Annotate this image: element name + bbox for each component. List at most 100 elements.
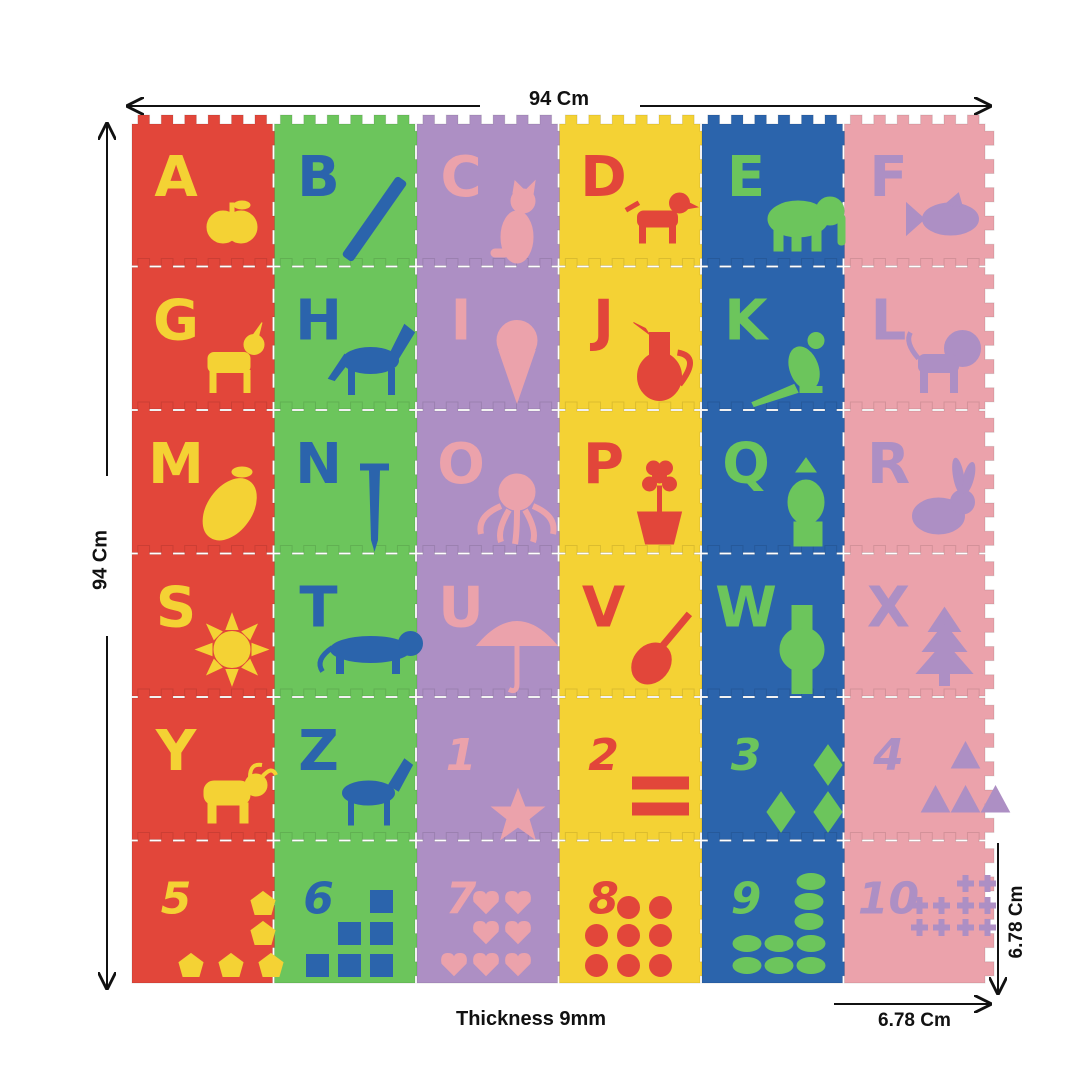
oval-icon — [794, 913, 824, 930]
elephant-icon — [767, 196, 846, 252]
tile-glyph: 7 — [446, 874, 477, 925]
horse-icon — [327, 323, 416, 395]
tile-W: W — [715, 576, 825, 694]
tile-B: B — [297, 145, 407, 262]
tile-width-label: 6.78 Cm — [878, 1010, 951, 1031]
tile-S: S — [156, 576, 270, 687]
oval-icon — [794, 893, 824, 910]
tile-L: L — [871, 289, 981, 393]
circle-icon — [649, 954, 672, 977]
triangle-icon — [920, 784, 951, 813]
mat-tile — [844, 114, 995, 266]
tile-glyph: R — [867, 432, 910, 497]
mat-tile — [559, 688, 710, 840]
tile-glyph: X — [867, 576, 910, 641]
pentagon-icon — [250, 890, 276, 915]
tile-glyph: 1 — [446, 730, 477, 781]
tile-glyph: F — [869, 145, 907, 210]
heart-icon — [473, 920, 499, 945]
tile-glyph: T — [299, 576, 337, 641]
nail-icon — [360, 463, 389, 552]
triangle-icon — [950, 740, 981, 769]
tile-glyph: 9 — [731, 874, 762, 925]
tile-O: O — [437, 432, 557, 545]
flower-pot-icon — [636, 460, 683, 545]
tile-glyph: S — [156, 576, 196, 641]
tile-G: G — [153, 289, 265, 393]
circle-icon — [617, 954, 640, 977]
heart-icon — [505, 890, 531, 915]
lion-icon — [906, 330, 981, 393]
tile-glyph: P — [583, 432, 624, 497]
tile-R: R — [867, 432, 976, 535]
tiles-layer: A B C D E F G H I J K L M N O P Q R S T U V W X Y Z 1 2 3 4 5 6 7 8 9 10 — [131, 114, 1011, 984]
tile-glyph: I — [451, 289, 472, 354]
oval-icon — [796, 873, 826, 890]
tile-J: J — [589, 289, 693, 401]
tile-glyph: J — [589, 289, 614, 354]
tile-glyph: 8 — [588, 874, 619, 925]
tile-U: U — [438, 576, 559, 694]
heart-icon — [473, 890, 499, 915]
column-purple — [416, 114, 567, 984]
tile-glyph: 6 — [303, 874, 334, 925]
dimension-arrows — [107, 106, 998, 1004]
tile-glyph: N — [295, 432, 342, 497]
plus-icon — [933, 919, 950, 936]
tile-glyph: A — [154, 145, 198, 210]
sun-icon — [194, 612, 270, 687]
cat-icon — [490, 179, 536, 264]
plus-icon — [979, 875, 996, 892]
tile-V: V — [582, 576, 693, 685]
mat-tile — [274, 545, 425, 697]
plus-icon — [933, 897, 950, 914]
octopus-icon — [477, 473, 557, 545]
plus-icon — [957, 897, 974, 914]
mat-tile — [416, 688, 567, 840]
tile-glyph: 5 — [161, 874, 192, 925]
square-icon — [338, 954, 361, 977]
umbrella-icon — [475, 621, 559, 694]
circle-icon — [649, 896, 672, 919]
heart-icon — [505, 920, 531, 945]
plus-icon — [911, 897, 928, 914]
oval-icon — [764, 935, 794, 952]
tile-A: A — [154, 145, 258, 244]
column-red — [131, 114, 282, 984]
mat-tile — [416, 258, 567, 410]
queen-icon — [787, 457, 825, 547]
goat-icon — [207, 322, 265, 393]
tile-Y: Y — [155, 719, 278, 824]
oval-icon — [796, 935, 826, 952]
tile-1: 1 — [446, 730, 546, 841]
tile-glyph: G — [153, 289, 199, 354]
tile-K: K — [724, 289, 825, 408]
circle-icon — [617, 924, 640, 947]
tile-7: 7 — [441, 874, 531, 977]
tile-glyph: 3 — [731, 730, 762, 781]
tile-6: 6 — [303, 874, 393, 977]
plus-icon — [957, 919, 974, 936]
tile-M: M — [148, 432, 257, 541]
tile-N: N — [295, 432, 389, 552]
tile-I: I — [451, 289, 538, 405]
tile-glyph: B — [297, 145, 340, 210]
tiger-icon — [317, 631, 423, 674]
square-icon — [370, 954, 393, 977]
diamond-icon — [766, 791, 796, 833]
tile-9: 9 — [731, 873, 826, 974]
tile-glyph: U — [438, 576, 483, 641]
tile-glyph: D — [580, 145, 626, 210]
tile-T: T — [299, 576, 423, 674]
oval-icon — [796, 957, 826, 974]
tile-glyph: E — [727, 145, 765, 210]
yak-icon — [203, 762, 278, 824]
ice-cream-icon — [496, 320, 538, 405]
pentagon-icon — [178, 952, 204, 977]
tile-glyph: H — [295, 289, 342, 354]
tile-3: 3 — [731, 730, 843, 833]
square-icon — [338, 922, 361, 945]
oval-icon — [732, 935, 762, 952]
